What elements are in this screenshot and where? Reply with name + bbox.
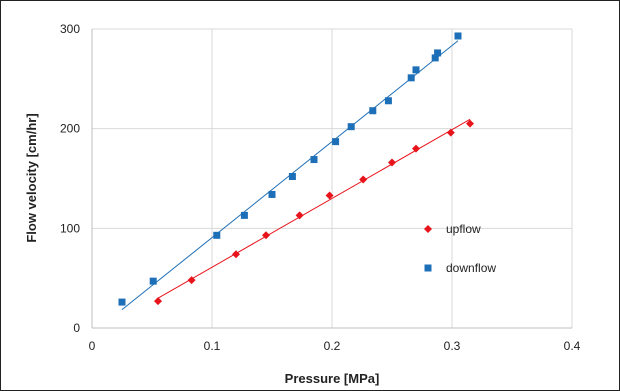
upflow-line bbox=[157, 118, 471, 299]
upflow-point bbox=[187, 276, 196, 285]
upflow-point bbox=[325, 191, 334, 200]
downflow-point bbox=[332, 138, 340, 146]
grid bbox=[91, 28, 573, 329]
x-tick-label: 0.2 bbox=[324, 339, 341, 353]
y-tick-label: 200 bbox=[60, 122, 80, 136]
downflow-legend-marker bbox=[424, 264, 432, 272]
downflow-point bbox=[213, 231, 221, 239]
downflow-point bbox=[288, 173, 296, 181]
downflow-point bbox=[412, 66, 420, 74]
upflow-point bbox=[154, 297, 162, 306]
x-tick-label: 0.4 bbox=[564, 339, 581, 353]
x-axis-title: Pressure [MPa] bbox=[285, 371, 380, 386]
downflow-point bbox=[149, 277, 157, 285]
downflow-point bbox=[434, 49, 442, 57]
upflow-point bbox=[388, 158, 396, 167]
upflow-point bbox=[359, 175, 368, 184]
trend-lines bbox=[121, 40, 471, 311]
downflow-point bbox=[431, 54, 439, 62]
upflow-point bbox=[262, 231, 270, 240]
downflow-point bbox=[369, 107, 377, 115]
y-axis-title: Flow velocity [cm/hr] bbox=[24, 113, 39, 242]
downflow-point bbox=[310, 156, 318, 164]
y-tick-label: 300 bbox=[60, 22, 80, 36]
legend: upflow downflow bbox=[424, 222, 496, 275]
x-tick-label: 0 bbox=[89, 339, 96, 353]
upflow-point bbox=[232, 250, 240, 259]
upflow-legend-marker bbox=[424, 225, 432, 233]
x-tick-label: 0.3 bbox=[444, 339, 461, 353]
upflow-point bbox=[295, 211, 304, 220]
upflow-point bbox=[466, 119, 474, 128]
upflow-point bbox=[412, 144, 420, 153]
downflow-point bbox=[407, 74, 415, 82]
data-markers bbox=[118, 32, 474, 306]
downflow-point bbox=[454, 32, 462, 40]
downflow-point bbox=[347, 123, 355, 131]
upflow-point bbox=[446, 128, 455, 137]
y-tick-label: 100 bbox=[60, 221, 80, 235]
downflow-point bbox=[384, 97, 392, 105]
tick-labels: 0 0.1 0.2 0.3 0.4 0 100 200 300 bbox=[60, 22, 581, 353]
y-tick-label: 0 bbox=[73, 321, 80, 335]
upflow-legend-label: upflow bbox=[446, 222, 481, 236]
x-tick-label: 0.1 bbox=[204, 339, 221, 353]
downflow-point bbox=[118, 298, 126, 306]
downflow-point bbox=[240, 211, 248, 219]
downflow-legend-label: downflow bbox=[446, 261, 496, 275]
downflow-point bbox=[268, 190, 276, 198]
